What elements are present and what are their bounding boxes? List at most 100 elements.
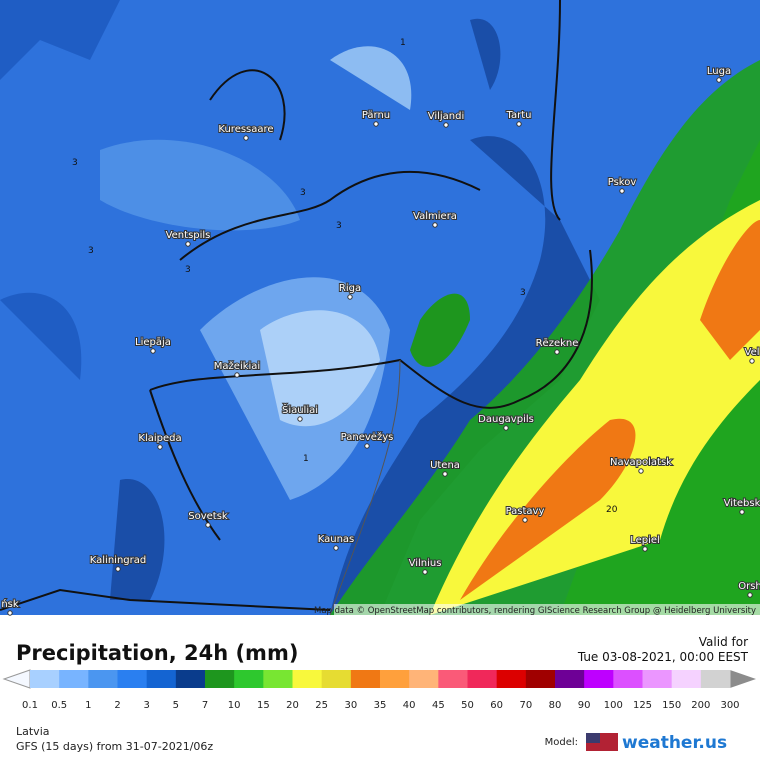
contour-label: 1 (303, 454, 309, 464)
legend-tick-label: 20 (286, 700, 299, 711)
contour-label: 3 (300, 188, 306, 198)
legend-tick-label: 125 (633, 700, 652, 711)
city-label: Kaunas (318, 534, 355, 545)
city-label: Rēzekne (536, 338, 579, 349)
legend-swatch (642, 670, 673, 688)
legend-swatch (321, 670, 352, 688)
city-label: Vilnius (409, 558, 442, 569)
legend-arrow-right (730, 670, 756, 688)
city-label: Vitebsk (724, 498, 760, 509)
legend-tick-label: 100 (604, 700, 623, 711)
contour-labels: 1 3 3 3 3 3 3 1 20 (72, 38, 618, 515)
valid-label: Valid for (699, 635, 748, 649)
legend-swatch (467, 670, 498, 688)
city-label: Tartu (506, 110, 532, 121)
city-label: Viljandi (428, 111, 465, 122)
city-dot (373, 121, 379, 127)
city-dot (522, 517, 528, 523)
city-dot (642, 546, 648, 552)
city-dot (297, 416, 303, 422)
legend-swatch (59, 670, 89, 688)
legend-swatch (613, 670, 643, 688)
legend-swatch (700, 670, 731, 688)
city-label: Kaliningrad (90, 555, 146, 566)
city-label: Pärnu (362, 110, 390, 121)
city-dot (749, 358, 755, 364)
city-label: Ventspils (166, 230, 211, 241)
city-label: Utena (430, 460, 460, 471)
city-label: Orsh (738, 581, 760, 592)
city-dot (432, 222, 438, 228)
model-label: Model: (545, 737, 578, 748)
region: Latvia (16, 725, 50, 738)
legend-swatch (292, 670, 323, 688)
legend-tick-label: 35 (374, 700, 387, 711)
city-dot (205, 522, 211, 528)
legend-swatch (146, 670, 177, 688)
legend-swatch (555, 670, 585, 688)
attribution-bg (334, 604, 760, 615)
legend-tick-label: 7 (202, 700, 208, 711)
city-dot (503, 425, 509, 431)
city-labels: Kuressaare Pärnu Viljandi Tartu Luga Pskov Val… (0, 65, 760, 616)
city-label: Klaipeda (138, 433, 181, 444)
legend-tick-label: 50 (461, 700, 474, 711)
legend-tick-label: 10 (228, 700, 241, 711)
brand: weather.us (622, 733, 727, 753)
legend-swatch (671, 670, 702, 688)
city-dot (638, 468, 644, 474)
city-label: Kuressaare (218, 124, 273, 135)
legend-swatch (175, 670, 206, 688)
legend-tick-label: 0.5 (51, 700, 67, 711)
legend-tick-label: 25 (315, 700, 328, 711)
legend-swatch (380, 670, 410, 688)
legend-tick-label: 60 (490, 700, 503, 711)
legend-tick-label: 5 (173, 700, 179, 711)
city-dot (333, 545, 339, 551)
city-dot (422, 569, 428, 575)
city-label: Mažeikiai (214, 360, 260, 372)
legend-tick-label: 90 (578, 700, 591, 711)
city-label: Navapolatsk (610, 457, 672, 468)
city-label: Valmiera (413, 211, 457, 222)
legend-swatch (234, 670, 264, 688)
legend-swatch (205, 670, 235, 688)
legend-swatch (438, 670, 468, 688)
legend-swatch (30, 670, 60, 688)
map (0, 0, 760, 616)
legend-tick-label: 200 (691, 700, 710, 711)
city-label: Lepiel (630, 535, 660, 546)
city-dot (443, 122, 449, 128)
contour-label: 3 (520, 288, 526, 298)
legend-tick-label: 40 (403, 700, 416, 711)
legend-swatch (88, 670, 118, 688)
legend-swatch (584, 670, 614, 688)
city-dot (150, 348, 156, 354)
city-dot (554, 349, 560, 355)
city-label: ńsk (1, 598, 19, 610)
city-label: Daugavpils (478, 414, 534, 425)
contour-label: 3 (185, 265, 191, 275)
contour-label: 1 (400, 38, 406, 48)
legend-tick-label: 0.1 (22, 700, 38, 711)
city-dot (7, 610, 13, 616)
contour-label: 3 (336, 221, 342, 231)
legend-tick-label: 15 (257, 700, 270, 711)
contour-label: 20 (606, 505, 618, 515)
city-dot (442, 471, 448, 477)
city-label: Šiauliai (282, 403, 318, 416)
city-label: Pastavy (506, 506, 545, 517)
legend-swatch (409, 670, 439, 688)
colorbar: 0.1 0.5 1 2 3 5 7 10 15 20 25 30 35 40 45 50 60 70 80 90 100… (22, 670, 740, 711)
legend-tick-label: 80 (549, 700, 562, 711)
legend-tick-label: 3 (143, 700, 149, 711)
city-label: Vel (745, 347, 760, 358)
legend-arrow-left (2, 669, 31, 689)
city-dot (347, 294, 353, 300)
legend-tick-label: 45 (432, 700, 445, 711)
legend-tick-label: 1 (85, 700, 91, 711)
city-label: Sovetsk (188, 511, 228, 522)
legend-swatch (117, 670, 148, 688)
legend-tick-label: 30 (344, 700, 357, 711)
